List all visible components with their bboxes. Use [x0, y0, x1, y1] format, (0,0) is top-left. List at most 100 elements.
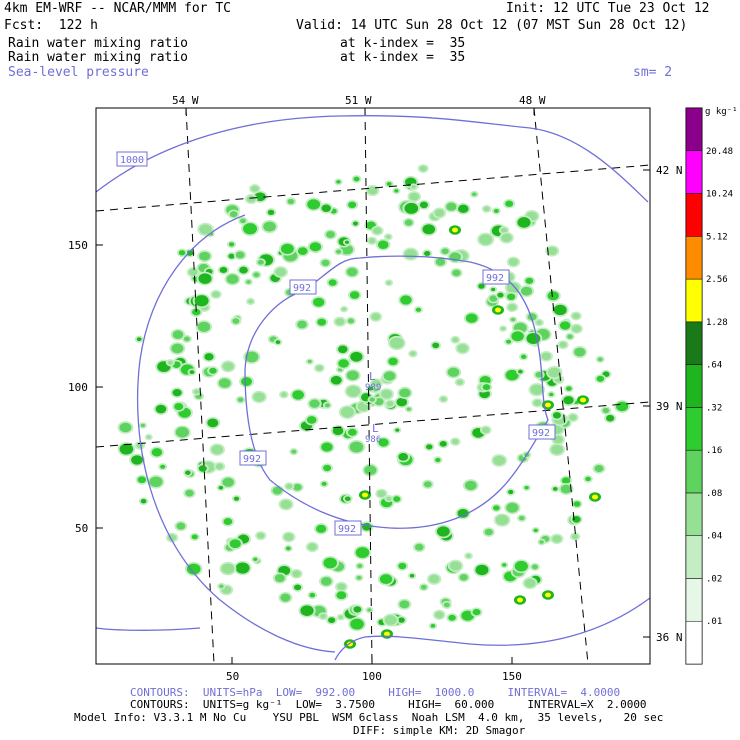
rain-cell: [415, 307, 422, 312]
rain-cell: [237, 397, 244, 403]
isobar-label: 992: [486, 273, 504, 284]
rain-cell: [232, 318, 240, 324]
rain-cell: [286, 483, 293, 489]
rain-cell: [346, 385, 360, 397]
axis-labels: 54 W 51 W 48 W 42 N 39 N 36 N 150 100 50…: [68, 94, 683, 683]
x-tick-label: 50: [226, 670, 239, 683]
rain-cell: [185, 489, 194, 497]
rain-cell: [140, 423, 145, 428]
rain-cell: [399, 600, 410, 609]
rain-cell: [275, 267, 287, 277]
legend-unit: g kg⁻¹: [705, 107, 738, 117]
rain-cell: [362, 492, 368, 498]
rain-cell: [449, 561, 462, 571]
rain-cell: [373, 227, 382, 235]
rain-cell: [320, 613, 327, 619]
legend-swatch: [685, 236, 703, 280]
legend-swatch: [685, 321, 703, 365]
rain-cell: [497, 292, 504, 298]
rain-cell: [285, 546, 291, 551]
rain-cell: [192, 308, 201, 316]
rain-cell: [419, 165, 427, 172]
rain-cell: [257, 259, 264, 265]
rain-cell: [171, 343, 184, 354]
rain-cell: [493, 505, 500, 511]
rain-cell: [597, 357, 603, 362]
rain-cell: [233, 496, 240, 501]
legend-level-label: .08: [706, 489, 722, 499]
rain-cell: [243, 223, 258, 235]
low-value: 986: [365, 435, 381, 445]
rain-cell: [323, 557, 337, 569]
rain-cell: [443, 602, 450, 608]
rain-cell: [501, 327, 506, 331]
y-tick-label: 100: [68, 381, 88, 394]
rain-cell: [160, 464, 166, 469]
rain-cell: [520, 286, 533, 296]
lon-label: 54 W: [172, 94, 199, 107]
rain-cell: [493, 208, 499, 214]
rain-cell: [335, 318, 345, 326]
rain-cell: [198, 465, 207, 472]
rain-cell: [317, 318, 327, 326]
rain-cell: [246, 195, 256, 203]
rain-cell: [386, 181, 392, 186]
x-tick-label: 100: [362, 670, 382, 683]
rain-cell: [506, 502, 519, 513]
rain-cell: [222, 362, 234, 371]
axis-ticks: [96, 108, 650, 664]
rain-cell: [357, 563, 363, 568]
rain-cell: [545, 402, 551, 408]
rain-cell: [399, 388, 411, 398]
rain-cell: [518, 515, 525, 521]
rain-cell: [267, 209, 275, 215]
rain-cell: [155, 404, 167, 414]
legend-swatch: [685, 449, 703, 494]
rain-cell: [506, 339, 512, 344]
rain-cell: [321, 442, 333, 452]
rain-cell: [146, 435, 151, 439]
isobar-label: 992: [293, 283, 311, 294]
rain-cell: [324, 403, 330, 408]
rain-cell: [511, 331, 524, 342]
rain-cell: [338, 615, 343, 619]
rain-cell: [194, 295, 209, 307]
init-time: Init: 12 UTC Tue 23 Oct 12: [506, 1, 710, 16]
rain-cell: [552, 487, 558, 491]
legend-level-label: .04: [706, 532, 722, 542]
rain-cell: [410, 351, 416, 356]
field1-label: Rain water mixing ratio: [8, 36, 189, 51]
legend-swatch: [685, 535, 703, 579]
rain-cell: [197, 321, 211, 332]
rain-cell: [347, 641, 353, 647]
rain-cell: [452, 337, 459, 343]
y-tick-label: 50: [75, 522, 88, 535]
rain-cell: [435, 457, 441, 463]
rain-cell: [484, 528, 493, 536]
rain-cell: [560, 484, 572, 494]
smoothing-label: sm= 2: [633, 65, 673, 80]
isobar-label: 992: [243, 454, 261, 465]
rain-cell: [464, 480, 477, 491]
lat-label: 39 N: [656, 400, 683, 413]
rain-cell: [309, 399, 320, 408]
rain-cell: [419, 201, 428, 209]
rain-cell: [229, 539, 241, 549]
rain-cell: [457, 508, 469, 518]
rain-cell: [275, 340, 281, 345]
rain-cell: [435, 258, 446, 266]
rain-cell: [409, 192, 420, 201]
rain-cell: [253, 392, 265, 402]
rain-cell: [394, 189, 399, 193]
rain-cell: [371, 313, 381, 321]
meridian-54w: [185, 107, 215, 665]
rain-cell: [457, 344, 468, 353]
rain-cell: [328, 279, 337, 286]
rain-cell: [459, 574, 468, 581]
rain-cell: [377, 490, 386, 497]
rain-cell: [186, 563, 201, 575]
rain-cell: [188, 268, 198, 276]
rain-cell: [356, 575, 362, 580]
map-frame: [95, 107, 651, 665]
rain-cell: [337, 345, 348, 354]
